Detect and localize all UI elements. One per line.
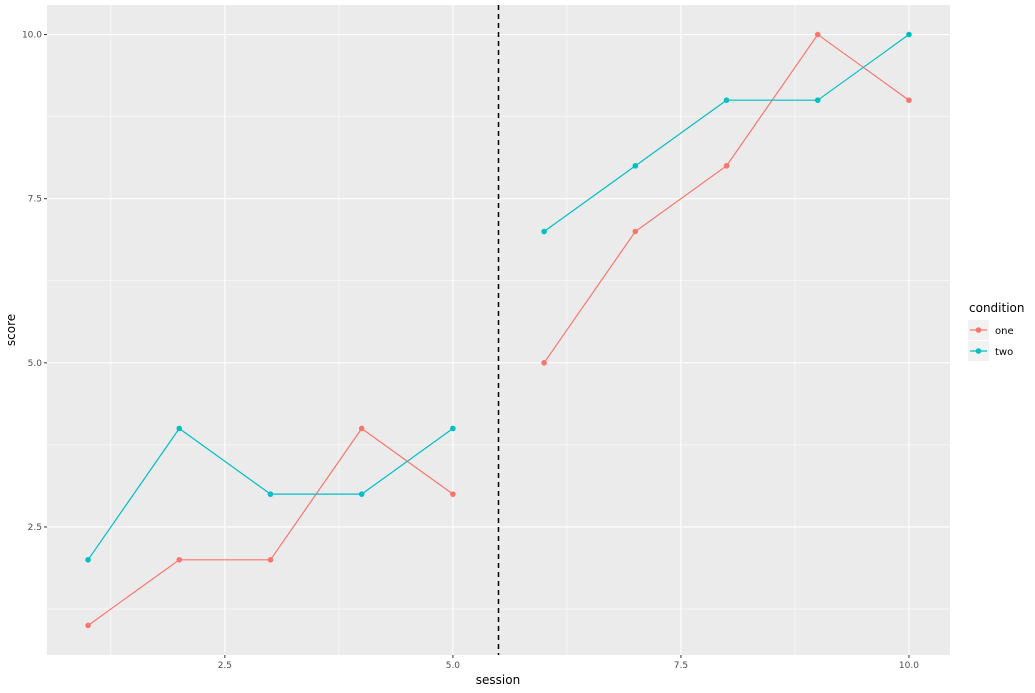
x-tick-label: 5.0 — [446, 661, 461, 671]
y-tick-label: 10.0 — [22, 31, 42, 41]
data-point-one — [906, 97, 912, 104]
data-point-one — [85, 622, 91, 629]
data-point-two — [267, 491, 274, 497]
legend-key-point — [975, 327, 982, 333]
legend-label: one — [995, 326, 1014, 337]
x-axis: 2.5 5.0 7.5 10.0 — [218, 655, 919, 671]
x-tick-label: 7.5 — [674, 661, 688, 671]
y-tick-label: 7.5 — [28, 195, 42, 205]
y-tick-label: 2.5 — [28, 523, 42, 533]
data-point-one — [814, 31, 821, 38]
legend-key-point — [975, 348, 982, 354]
series-two — [85, 31, 912, 563]
data-point-two — [176, 425, 183, 432]
data-point-two — [723, 97, 730, 104]
x-axis-title: session — [476, 673, 520, 687]
data-point-one — [450, 491, 456, 497]
legend-item-two: two — [968, 341, 1013, 361]
legend-items: one two — [968, 320, 1014, 361]
data-point-two — [906, 31, 912, 38]
legend-title: condition — [969, 301, 1024, 315]
data-point-two — [541, 228, 547, 235]
data-point-one — [541, 360, 547, 366]
data-point-one — [358, 425, 365, 432]
y-axis: 2.5 5.0 7.5 10.0 — [22, 31, 47, 533]
data-point-two — [450, 425, 456, 432]
series-one — [85, 31, 912, 629]
y-tick-label: 5.0 — [28, 359, 43, 369]
data-point-one — [632, 228, 639, 235]
data-point-one — [176, 556, 183, 563]
data-point-two — [85, 556, 91, 563]
x-tick-label: 10.0 — [899, 661, 919, 671]
series-layer — [85, 31, 912, 629]
legend: condition one two — [968, 301, 1024, 361]
data-point-two — [358, 491, 365, 497]
data-point-two — [632, 163, 639, 169]
data-point-one — [723, 163, 730, 169]
y-axis-title: score — [4, 314, 18, 346]
data-point-one — [267, 556, 274, 563]
data-point-two — [814, 97, 821, 104]
legend-label: two — [995, 347, 1013, 358]
x-tick-label: 2.5 — [218, 661, 232, 671]
legend-item-one: one — [968, 320, 1014, 340]
